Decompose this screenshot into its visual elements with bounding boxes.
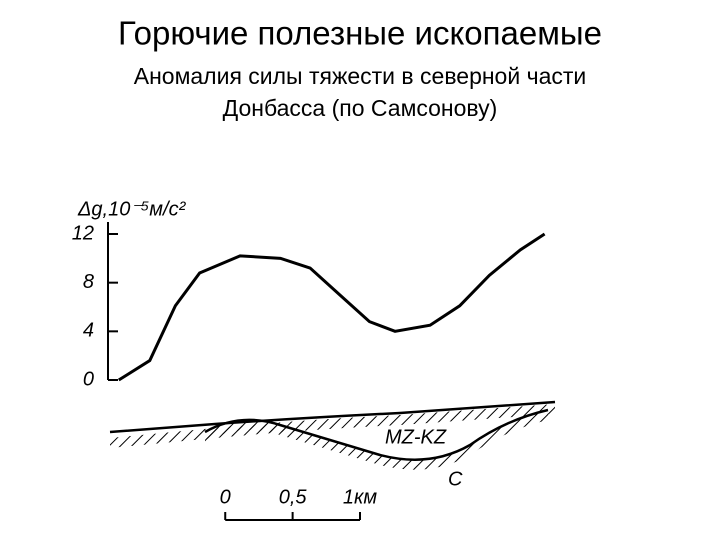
y-tick-label: 0 xyxy=(83,368,94,390)
y-tick-label: 4 xyxy=(83,320,94,342)
subtitle: Аномалия силы тяжести в северной части xyxy=(134,63,587,89)
y-tick-label: 8 xyxy=(83,271,94,293)
x-tick-label: 0 xyxy=(220,486,231,508)
x-tick-label: 0,5 xyxy=(279,486,308,508)
geological-section xyxy=(109,400,556,470)
title: Горючие полезные ископаемые xyxy=(118,15,602,52)
annotation: C xyxy=(448,468,463,490)
gravity-curve xyxy=(117,232,546,382)
y-tick-label: 12 xyxy=(72,222,94,244)
subtitle: Донбасса (по Самсонову) xyxy=(223,95,498,121)
x-tick-label: 1км xyxy=(343,486,378,508)
annotation: MZ-KZ xyxy=(385,426,447,448)
y-axis-label: Δg,10⁻⁵м/с² xyxy=(77,198,187,220)
